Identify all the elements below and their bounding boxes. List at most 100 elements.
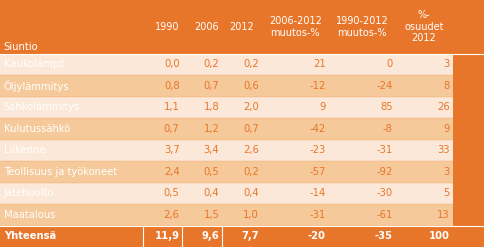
Text: Sähkölämmitys: Sähkölämmitys [4, 103, 80, 112]
Bar [329, 97, 395, 118]
Text: -35: -35 [375, 231, 393, 241]
Bar [0, 118, 143, 140]
Bar [395, 75, 453, 97]
Text: -14: -14 [309, 188, 326, 198]
Text: 85: 85 [380, 103, 393, 112]
Text: 9: 9 [319, 103, 326, 112]
Bar [262, 183, 329, 204]
Text: 8: 8 [443, 81, 450, 91]
Bar [222, 118, 262, 140]
Bar [182, 226, 222, 247]
Bar [262, 75, 329, 97]
Text: -31: -31 [309, 210, 326, 220]
Text: 2,4: 2,4 [164, 167, 180, 177]
Bar [143, 75, 182, 97]
Bar [395, 54, 453, 75]
Text: -12: -12 [309, 81, 326, 91]
Bar [222, 183, 262, 204]
Text: 7,7: 7,7 [242, 231, 259, 241]
Text: 1,0: 1,0 [243, 210, 259, 220]
Bar [143, 0, 182, 54]
Bar [182, 118, 222, 140]
Bar [222, 0, 262, 54]
Bar [395, 204, 453, 226]
Bar [0, 204, 143, 226]
Text: %-
osuudet
2012: %- osuudet 2012 [404, 10, 444, 43]
Bar [262, 54, 329, 75]
Text: 0,7: 0,7 [243, 124, 259, 134]
Bar [329, 183, 395, 204]
Text: 21: 21 [313, 60, 326, 69]
Bar [262, 0, 329, 54]
Bar [395, 161, 453, 183]
Bar [0, 140, 143, 161]
Text: 5: 5 [443, 188, 450, 198]
Text: 0,7: 0,7 [203, 81, 219, 91]
Text: 3,4: 3,4 [204, 145, 219, 155]
Bar [329, 161, 395, 183]
Text: 0,0: 0,0 [164, 60, 180, 69]
Bar [395, 97, 453, 118]
Bar [182, 161, 222, 183]
Text: 2,6: 2,6 [243, 145, 259, 155]
Text: 100: 100 [429, 231, 450, 241]
Bar [262, 140, 329, 161]
Bar [222, 226, 262, 247]
Text: 0,8: 0,8 [164, 81, 180, 91]
Bar [395, 183, 453, 204]
Text: -61: -61 [376, 210, 393, 220]
Bar [222, 161, 262, 183]
Bar [222, 97, 262, 118]
Bar [329, 75, 395, 97]
Bar [395, 140, 453, 161]
Text: 1,8: 1,8 [203, 103, 219, 112]
Text: 33: 33 [437, 145, 450, 155]
Text: Teollisuus ja työkoneet: Teollisuus ja työkoneet [4, 167, 117, 177]
Bar [143, 204, 182, 226]
Bar [0, 54, 143, 75]
Text: 0,6: 0,6 [243, 81, 259, 91]
Bar [182, 140, 222, 161]
Text: 2,6: 2,6 [164, 210, 180, 220]
Text: 0,5: 0,5 [164, 188, 180, 198]
Bar [262, 161, 329, 183]
Bar [329, 204, 395, 226]
Text: -57: -57 [309, 167, 326, 177]
Bar [222, 140, 262, 161]
Text: 1990: 1990 [155, 22, 180, 32]
Text: 9: 9 [443, 124, 450, 134]
Text: Liikenne: Liikenne [4, 145, 45, 155]
Bar [329, 0, 395, 54]
Bar [182, 0, 222, 54]
Text: -30: -30 [377, 188, 393, 198]
Text: Kaukolämpö: Kaukolämpö [4, 60, 65, 69]
Text: Öljylämmitys: Öljylämmitys [4, 80, 69, 92]
Bar [182, 204, 222, 226]
Bar [0, 0, 143, 54]
Text: Yhteensä: Yhteensä [4, 231, 56, 241]
Text: 1,5: 1,5 [203, 210, 219, 220]
Text: 0,5: 0,5 [203, 167, 219, 177]
Bar [0, 75, 143, 97]
Bar [329, 118, 395, 140]
Text: 2,0: 2,0 [243, 103, 259, 112]
Bar [143, 226, 182, 247]
Text: Kulutussähkö: Kulutussähkö [4, 124, 70, 134]
Text: 1,1: 1,1 [164, 103, 180, 112]
Bar [395, 118, 453, 140]
Bar [0, 97, 143, 118]
Bar [143, 140, 182, 161]
Bar [143, 161, 182, 183]
Text: 3: 3 [443, 60, 450, 69]
Bar [143, 54, 182, 75]
Text: 1990-2012
muutos-%: 1990-2012 muutos-% [336, 16, 388, 38]
Text: -42: -42 [309, 124, 326, 134]
Text: 0,2: 0,2 [243, 60, 259, 69]
Bar [182, 97, 222, 118]
Text: 1,2: 1,2 [203, 124, 219, 134]
Text: 3: 3 [443, 167, 450, 177]
Text: 0,4: 0,4 [243, 188, 259, 198]
Bar [262, 118, 329, 140]
Text: 2006-2012
muutos-%: 2006-2012 muutos-% [269, 16, 322, 38]
Text: 11,9: 11,9 [154, 231, 180, 241]
